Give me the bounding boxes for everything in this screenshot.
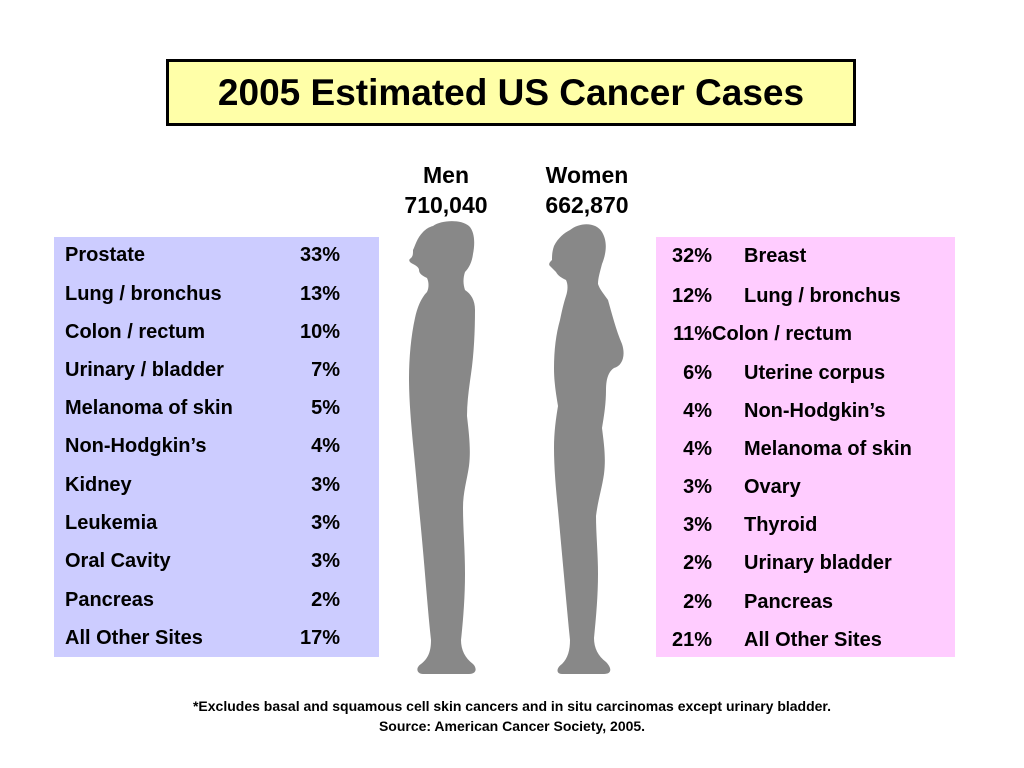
men-row: Oral Cavity 3% [54,546,379,576]
women-row: 21% All Other Sites [656,625,955,655]
site-name: Prostate [65,244,146,266]
men-row: All Other Sites 17% [54,623,379,653]
site-name: Kidney [65,474,132,496]
women-row: 6% Uterine corpus [656,358,955,388]
footnote-source: Source: American Cancer Society, 2005. [378,718,646,734]
site-name: Melanoma of skin [744,438,912,460]
site-percent: 2% [683,591,712,613]
men-sites-panel: Prostate 33% Lung / bronchus 13% Colon / r… [54,237,379,657]
women-row: 4% Melanoma of skin [656,434,955,464]
woman-silhouette-icon [549,224,624,674]
site-percent: 3% [683,514,712,536]
site-name: Thyroid [744,514,818,536]
site-name: Pancreas [65,589,154,611]
women-row: 4% Non-Hodgkin’s [656,396,955,426]
site-percent: 3% [683,476,712,498]
women-header: Women 662,870 [527,160,647,220]
site-name: Pancreas [744,591,833,613]
women-row: 12% Lung / bronchus [656,281,955,311]
site-name: Non-Hodgkin’s [65,435,207,457]
men-row: Kidney 3% [54,470,379,500]
site-name: Melanoma of skin [65,397,233,419]
men-header: Men 710,040 [386,160,506,220]
site-name: Uterine corpus [744,362,886,384]
site-percent: 4% [683,400,712,422]
site-percent: 32% [671,245,712,267]
site-name: Lung / bronchus [65,283,222,305]
site-percent: 2% [311,589,340,611]
site-percent: 3% [311,474,340,496]
site-percent: 4% [311,435,340,457]
site-name: Urinary / bladder [65,359,224,381]
site-name: Leukemia [65,512,158,534]
site-percent: 7% [311,359,340,381]
women-row: 11% Colon / rectum [656,319,955,349]
site-percent: 4% [683,438,712,460]
footnote-exclusion: *Excludes basal and squamous cell skin c… [192,698,832,714]
site-percent: 33% [299,244,340,266]
site-percent: 6% [683,362,712,384]
women-row: 2% Pancreas [656,587,955,617]
men-row: Prostate 33% [54,240,379,270]
site-percent: 12% [671,285,712,307]
men-row: Urinary / bladder 7% [54,355,379,385]
site-name: Ovary [744,476,801,498]
men-row: Melanoma of skin 5% [54,393,379,423]
site-percent: 2% [683,552,712,574]
site-percent: 3% [311,512,340,534]
men-row: Leukemia 3% [54,508,379,538]
site-name: Breast [744,245,807,267]
site-name: Non-Hodgkin’s [744,400,886,422]
men-row: Non-Hodgkin’s 4% [54,431,379,461]
men-label: Men [423,162,469,188]
women-sites-panel: 32% Breast 12% Lung / bronchus 11% Colon / … [656,237,955,657]
site-percent: 10% [299,321,340,343]
site-percent: 3% [311,550,340,572]
men-total: 710,040 [404,192,488,218]
site-name: Colon / rectum [65,321,206,343]
site-percent: 17% [299,627,340,649]
site-name: Urinary bladder [744,552,892,574]
women-total: 662,870 [545,192,629,218]
man-silhouette-icon [409,221,476,675]
women-row: 3% Ovary [656,472,955,502]
site-name: All Other Sites [65,627,203,649]
site-percent: 21% [671,629,712,651]
men-row: Colon / rectum 10% [54,317,379,347]
site-name: All Other Sites [744,629,882,651]
women-row: 2% Urinary bladder [656,548,955,578]
title-box: 2005 Estimated US Cancer Cases [166,59,856,126]
women-label: Women [545,162,629,188]
men-row: Lung / bronchus 13% [54,279,379,309]
site-name: Lung / bronchus [744,285,901,307]
site-percent: 5% [311,397,340,419]
women-row: 3% Thyroid [656,510,955,540]
women-row: 32% Breast [656,241,955,271]
site-percent: 11% [673,323,712,345]
page-title: 2005 Estimated US Cancer Cases [217,71,805,113]
site-name: Colon / rectum [712,323,853,345]
site-name: Oral Cavity [65,550,171,572]
site-percent: 13% [299,283,340,305]
men-row: Pancreas 2% [54,585,379,615]
